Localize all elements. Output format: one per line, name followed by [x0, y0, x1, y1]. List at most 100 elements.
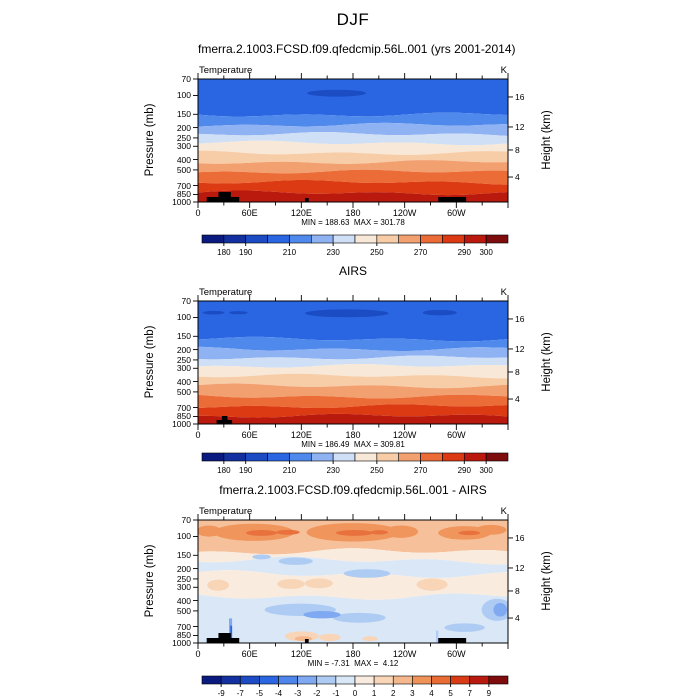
- contour-blob: [246, 529, 278, 536]
- colorbar-tick-label: 210: [283, 466, 297, 475]
- pressure-tick-label: 200: [176, 344, 191, 355]
- contour-blob: [422, 309, 457, 316]
- colorbar-segment: [201, 234, 225, 244]
- contour-band: [198, 355, 508, 368]
- longitude-tick-label: 120E: [290, 208, 312, 218]
- height-axis-label: Height (km): [541, 551, 553, 611]
- colorbar-tick-label: 250: [370, 248, 384, 257]
- colorbar-segment: [332, 234, 356, 244]
- longitude-tick-label: 120E: [290, 649, 312, 659]
- colorbar-segments: [201, 234, 509, 244]
- height-tick-label: 4: [515, 613, 520, 624]
- height-axis-label: Height (km): [541, 332, 553, 392]
- pressure-tick-label: 300: [176, 141, 191, 152]
- contour-blob: [229, 311, 248, 315]
- colorbar-segment: [310, 234, 334, 244]
- axis-ticks: [193, 514, 513, 649]
- axis-ticks: [193, 295, 513, 430]
- longitude-tick-label: 60W: [447, 430, 466, 440]
- pressure-tick-label: 1000: [172, 197, 191, 207]
- colorbar-tick-label: -1: [332, 689, 340, 698]
- colorbar-segment: [223, 234, 247, 244]
- colorbar-tick-label: 210: [283, 248, 297, 257]
- colorbar-tick-label: -7: [237, 689, 245, 698]
- colorbar-segment: [442, 452, 465, 462]
- colorbar-tick-label: -5: [256, 689, 264, 698]
- longitude-tick-label: 0: [195, 208, 201, 218]
- height-tick-label: 8: [515, 144, 520, 155]
- contour-band: [198, 394, 508, 409]
- colorbar-segment: [239, 675, 260, 685]
- colorbar-segment: [223, 452, 247, 462]
- colorbar: 180 190 210 230 250 270 290 300: [201, 452, 509, 475]
- colorbar-tick-label: 190: [239, 248, 253, 257]
- contour-blob: [303, 611, 341, 619]
- pressure-tick-label: 700: [176, 621, 191, 632]
- height-tick-label: 16: [515, 91, 525, 102]
- colorbar-segment: [488, 675, 509, 685]
- colorbar-segment: [412, 675, 432, 685]
- contour-blob: [318, 633, 341, 642]
- terrain-mask: [438, 638, 467, 643]
- contour-band: [198, 548, 508, 565]
- pressure-tick-label: 300: [176, 363, 191, 374]
- pressure-tick-label: 700: [176, 180, 191, 191]
- contour-blob: [304, 309, 389, 318]
- terrain-mask: [438, 197, 467, 202]
- pressure-tick-label: 200: [176, 122, 191, 133]
- height-axis-label: Height (km): [541, 110, 553, 170]
- colorbar-segment: [373, 675, 394, 685]
- longitude-tick-label: 60E: [241, 430, 258, 440]
- colorbar-tick-label: 270: [414, 466, 428, 475]
- contour-blob: [370, 530, 389, 535]
- contour-blob: [458, 530, 481, 536]
- colorbar-segment: [354, 234, 378, 244]
- pressure-tick-label: 200: [176, 563, 191, 574]
- longitude-tick-label: 120W: [392, 649, 417, 659]
- pressure-tick-label: 400: [176, 595, 191, 606]
- colorbar-tick-label: -3: [294, 689, 302, 698]
- colorbar-tick-label: 290: [458, 466, 472, 475]
- contour-bands: [198, 79, 508, 202]
- pressure-tick-label: 700: [176, 402, 191, 413]
- colorbar-segment: [289, 452, 312, 462]
- colorbar-segment: [201, 675, 222, 685]
- contour-blob: [276, 529, 300, 535]
- colorbar-tick-label: 270: [414, 248, 428, 257]
- contour-band: [198, 373, 508, 389]
- longitude-tick-label: 60W: [447, 208, 466, 218]
- pressure-tick-label: 250: [176, 132, 191, 143]
- colorbar-segment: [398, 452, 421, 462]
- terrain-mask: [304, 198, 309, 202]
- colorbar-segment: [267, 452, 290, 462]
- colorbar-segment: [297, 675, 318, 685]
- pressure-tick-label: 70: [181, 515, 191, 525]
- contour-plot: [193, 295, 513, 430]
- longitude-tick-label: 180: [345, 649, 361, 659]
- contour-blob: [332, 612, 386, 623]
- contour-blob: [444, 623, 485, 632]
- contour-blob: [343, 569, 391, 578]
- colorbar-segments: [201, 452, 509, 462]
- min-max-stats: MIN = 188.63 MAX = 301.78: [301, 218, 405, 227]
- pressure-tick-label: 150: [176, 550, 191, 561]
- field-label: Temperature: [199, 287, 253, 298]
- height-tick-label: 16: [515, 532, 525, 543]
- colorbar-segment: [442, 234, 465, 244]
- contour-band: [198, 112, 508, 127]
- longitude-tick-label: 0: [195, 649, 201, 659]
- colorbar-segment: [332, 452, 356, 462]
- pressure-tick-label: 150: [176, 331, 191, 342]
- contour-band: [198, 122, 508, 136]
- colorbar-segment: [245, 234, 268, 244]
- pressure-tick-label: 100: [176, 312, 191, 323]
- contour-blob: [416, 578, 448, 591]
- terrain-mask: [218, 633, 231, 643]
- colorbar-segment: [420, 452, 443, 462]
- longitude-tick-label: 60W: [447, 649, 466, 659]
- pressure-tick-label: 400: [176, 154, 191, 165]
- panel-title: fmerra.2.1003.FCSD.f09.qfedcmip.56L.001 …: [219, 483, 487, 497]
- colorbar-segment: [267, 234, 290, 244]
- panel-title: AIRS: [338, 264, 367, 278]
